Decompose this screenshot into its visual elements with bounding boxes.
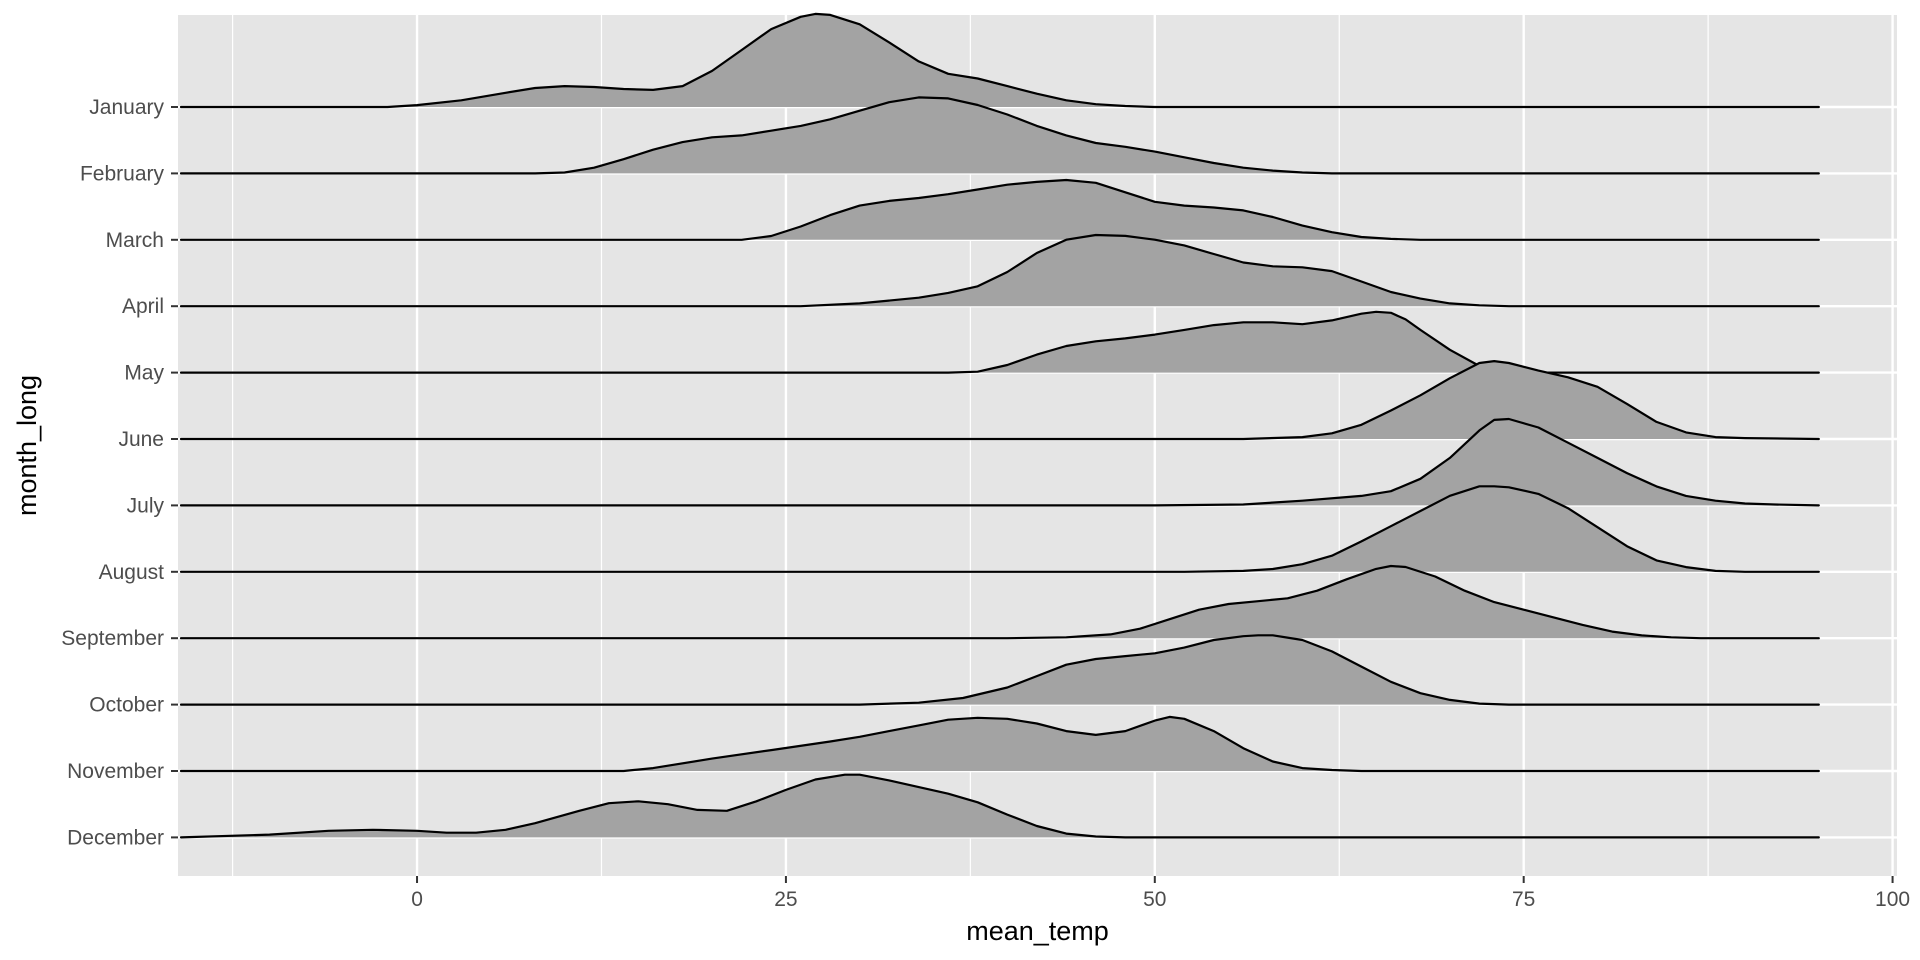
y-tick-label: May xyxy=(124,362,164,385)
ridge-line-may xyxy=(179,310,1820,374)
y-tick-label: December xyxy=(67,826,164,849)
ridge-fill-november xyxy=(181,716,1819,771)
ridge-line-september xyxy=(179,564,1820,640)
y-axis-title: month_long xyxy=(12,375,42,516)
ridge-line-december xyxy=(179,773,1820,839)
ridge-line-july xyxy=(179,417,1820,507)
y-tick-label: October xyxy=(89,694,164,717)
x-tick-label: 25 xyxy=(774,888,797,911)
x-axis: 0 25 50 75 100 xyxy=(411,876,1910,911)
y-tick-label: March xyxy=(106,229,164,252)
ridge-fill-october xyxy=(181,635,1819,705)
ridge-line-october xyxy=(179,634,1820,706)
ridge-fill-january xyxy=(181,13,1819,107)
y-tick-label: November xyxy=(67,760,164,783)
ridge-fill-march xyxy=(181,180,1819,240)
ridge-fill-june xyxy=(181,361,1819,439)
ridge-line-march xyxy=(179,178,1820,241)
ridge-line-january xyxy=(179,12,1820,109)
x-tick-label: 75 xyxy=(1512,888,1535,911)
y-tick-label: April xyxy=(122,295,164,318)
ridge-line-november xyxy=(179,715,1820,773)
ridge-fill-september xyxy=(181,566,1819,639)
ridge-line-june xyxy=(179,360,1820,441)
ridge-line-april xyxy=(179,233,1820,308)
y-tick-label: July xyxy=(127,494,165,517)
ridge-fill-february xyxy=(181,97,1819,174)
y-tick-label: June xyxy=(118,428,164,451)
y-tick-label: February xyxy=(80,162,165,185)
x-tick-label: 0 xyxy=(411,888,423,911)
y-tick-label: January xyxy=(89,96,164,119)
ridge-fill-may xyxy=(181,311,1819,373)
x-tick-label: 100 xyxy=(1875,888,1910,911)
y-tick-label: September xyxy=(61,627,164,650)
ridge-fill-august xyxy=(181,486,1819,572)
ridge-fill-december xyxy=(181,774,1819,838)
y-axis: January February March April May June July Augu… xyxy=(61,96,178,849)
ridge-line-february xyxy=(179,96,1820,175)
x-tick-label: 50 xyxy=(1143,888,1166,911)
x-axis-title: mean_temp xyxy=(966,916,1109,946)
ridge-fill-april xyxy=(181,235,1819,307)
y-tick-label: August xyxy=(99,561,165,584)
ridge-line-august xyxy=(179,485,1820,573)
ridge-series-group xyxy=(179,12,1820,839)
